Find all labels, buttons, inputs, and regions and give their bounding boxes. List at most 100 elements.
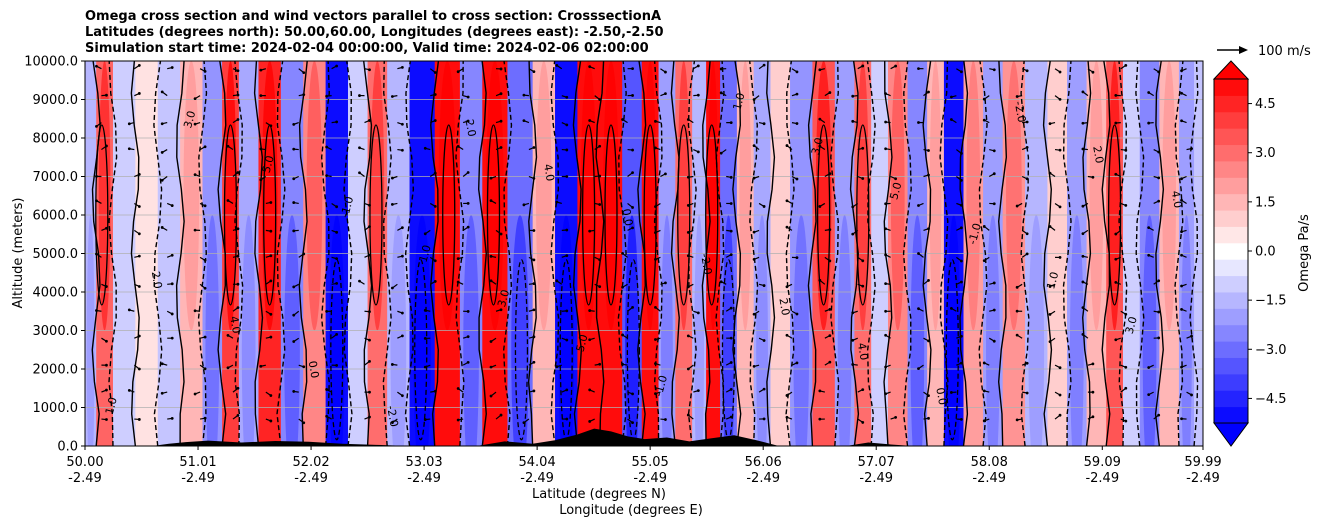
wind-vector-head: [532, 335, 536, 339]
wind-vector-head: [1015, 418, 1019, 422]
wind-vector-head: [752, 364, 756, 368]
wind-vector-head: [959, 179, 963, 182]
contour-label: 3.0: [809, 136, 826, 156]
contour-label: 1.0: [103, 396, 120, 416]
wind-vector-head: [588, 229, 592, 233]
x-tick-label-lat: 59.09: [1084, 455, 1121, 470]
wind-vector-head: [884, 282, 888, 286]
wind-vector-head: [203, 145, 207, 149]
y-tick-label: 7000.0: [33, 170, 79, 185]
wind-vector-head: [95, 252, 98, 256]
wind-vector-head: [325, 145, 329, 149]
omega-band-core: [390, 215, 407, 446]
wind-vector-head: [433, 93, 437, 96]
omega-contour-line: [382, 61, 392, 446]
wind-vector-head: [795, 177, 799, 181]
wind-vector-head: [1147, 366, 1151, 369]
wind-vector-head: [1180, 365, 1183, 369]
y-tick-label: 5000.0: [33, 247, 79, 262]
y-axis: 0.0 1000.0 2000.0 3000.0 4000.0 5000.0 6000.0 7…: [24, 55, 85, 455]
wind-vector-head: [555, 63, 559, 67]
wind-vector-head: [1180, 284, 1183, 288]
wind-vector-head: [686, 254, 690, 258]
omega-contour-line: [1135, 61, 1145, 446]
wind-vector-head: [851, 205, 855, 209]
y-tick-label: 6000.0: [33, 209, 79, 224]
wind-vector-head: [368, 203, 371, 207]
wind-vector-head: [1157, 70, 1161, 74]
wind-vector-head: [292, 201, 296, 204]
plot-area: 1.0 2.0 3.0 4.0 5.0 0.0 -1.0 -2.0 1.0 2.0 3.0 4.0 5.…: [85, 61, 1203, 446]
wind-vector-head: [127, 122, 131, 126]
colorbar-segment: [1214, 177, 1248, 195]
wind-vector-head: [335, 363, 339, 367]
wind-vector-head: [598, 258, 602, 262]
wind-vector-head: [1124, 148, 1128, 152]
wind-vector-head: [226, 333, 230, 337]
wind-vector-head: [203, 204, 207, 208]
wind-vector-head: [555, 279, 559, 283]
wind-vector-head: [696, 389, 700, 393]
wind-vector-head: [1157, 336, 1161, 340]
wind-vector-head: [368, 253, 371, 257]
wind-vector-head: [654, 231, 657, 234]
x-tick-label-lon: -2.49: [972, 471, 1006, 486]
contour-label: 1.0: [1044, 270, 1061, 290]
wind-vector-head: [170, 416, 174, 420]
omega-band-core: [86, 215, 95, 446]
omega-contour-line: [1042, 61, 1053, 446]
wind-vector-head: [1124, 312, 1128, 316]
wind-vector-head: [884, 365, 888, 369]
omega-contour-line: [830, 61, 840, 446]
wind-vector-head: [95, 199, 98, 203]
wind-vector-head: [861, 64, 865, 68]
wind-vector-head: [729, 229, 733, 233]
omega-band-core: [677, 61, 690, 331]
wind-vector-head: [959, 259, 963, 263]
wind-vector-head: [489, 176, 493, 180]
wind-vector-head: [137, 172, 141, 176]
wind-vector-head: [368, 225, 371, 229]
wind-vector-head: [851, 232, 855, 236]
wind-vector-head: [236, 306, 240, 310]
wind-vector-head: [433, 119, 437, 122]
wind-vector-head: [456, 387, 460, 390]
wind-vector-head: [992, 339, 996, 343]
wind-vector-head: [654, 119, 657, 123]
wind-vector-head: [631, 206, 634, 209]
colorbar-segment: [1214, 406, 1248, 424]
wind-vector-head: [818, 417, 822, 421]
wind-vector-head: [1180, 69, 1183, 73]
wind-vector-head: [795, 122, 799, 125]
y-tick-label: 0.0: [57, 440, 78, 455]
wind-vector-head: [193, 173, 197, 177]
wind-vector-head: [193, 392, 197, 396]
wind-vector-head: [368, 359, 371, 363]
wind-vector-head: [762, 417, 766, 421]
wind-vector-head: [400, 254, 404, 258]
wind-vector-head: [1124, 365, 1128, 369]
wind-vector-head: [917, 121, 920, 124]
wind-vector-head: [729, 306, 733, 310]
wind-vector-head: [105, 363, 108, 367]
wind-vector-head: [1114, 338, 1118, 342]
wind-vector-head: [795, 256, 799, 260]
wind-vector-head: [917, 307, 920, 311]
wind-vector-head: [1147, 393, 1151, 397]
contour-label: -2.0: [1012, 100, 1029, 123]
wind-vector-head: [927, 227, 930, 231]
omega-contour-line: [253, 61, 264, 446]
omega-contour-loop: [414, 259, 428, 441]
wind-vector-head: [818, 205, 822, 208]
wind-vector-head: [785, 199, 789, 203]
wind-vector-head: [137, 418, 141, 421]
wind-vector-head: [621, 362, 624, 366]
wind-vector-head: [884, 147, 888, 151]
wind-vector-head: [466, 225, 470, 229]
wind-vector-head: [160, 178, 164, 182]
x-tick-label-lon: -2.49: [520, 471, 554, 486]
wind-vector-head: [236, 69, 240, 73]
wind-vector-head: [335, 282, 339, 285]
colorbar-segment: [1214, 373, 1248, 391]
wind-vector-head: [137, 205, 141, 208]
